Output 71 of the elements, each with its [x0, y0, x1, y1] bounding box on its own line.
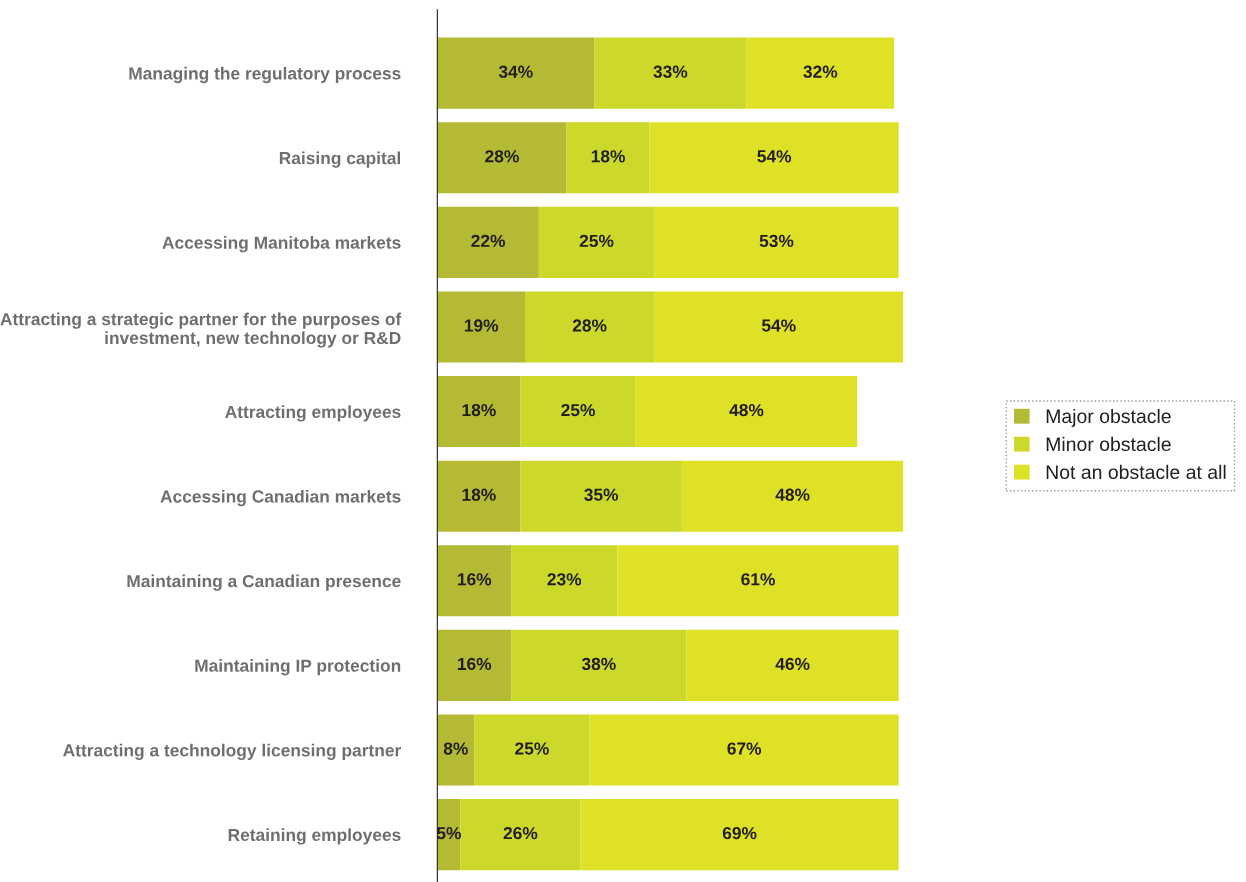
bar: [437, 714, 475, 786]
data-label: 35%: [584, 488, 619, 501]
bar: [437, 376, 521, 448]
data-label: 33%: [653, 65, 688, 78]
data-label: 69%: [722, 826, 757, 840]
data-label: 46%: [775, 657, 810, 671]
bar: [437, 545, 512, 617]
data-label: 28%: [572, 319, 607, 332]
legend-label: Minor obstacle: [1046, 436, 1171, 452]
data-label: 61%: [741, 573, 775, 586]
bar: [566, 122, 650, 194]
bar: [538, 206, 655, 278]
data-label: 18%: [591, 150, 625, 163]
y-tick-label: Attracting a strategic partner for the purposes of investment, new technology or R&D: [0, 312, 402, 348]
data-label: 32%: [803, 65, 838, 78]
bar: [474, 714, 590, 786]
bar: [654, 291, 904, 363]
y-tick-label: Retaining employees: [228, 828, 401, 845]
data-label: 38%: [581, 657, 616, 671]
data-label: 25%: [579, 234, 614, 248]
bar: [511, 545, 618, 617]
bar: [594, 37, 747, 109]
data-label: 16%: [457, 573, 492, 586]
legend-label: Not an obstacle at all: [1046, 464, 1226, 480]
y-tick-label: Maintaining a Canadian presence: [127, 574, 401, 591]
data-label: 16%: [457, 657, 492, 671]
data-label: 28%: [485, 150, 519, 163]
bar: [460, 799, 581, 871]
data-label: 54%: [761, 319, 796, 332]
bar: [681, 460, 904, 532]
bar: [437, 122, 567, 194]
data-label: 67%: [727, 742, 762, 755]
y-tick-label: Attracting employees: [225, 405, 401, 422]
bar: [520, 460, 682, 532]
data-label: 18%: [462, 403, 496, 417]
data-label: 19%: [464, 319, 499, 332]
data-label: 22%: [471, 234, 506, 247]
bar: [520, 376, 636, 448]
data-label: 48%: [729, 403, 764, 417]
bar: [580, 799, 899, 871]
bar: [511, 629, 687, 701]
bar: [437, 460, 521, 532]
y-tick-label: Managing the regulatory process: [129, 66, 401, 84]
bar: [525, 291, 655, 363]
data-label: 23%: [547, 573, 582, 586]
data-label: 25%: [515, 742, 549, 755]
data-label: 8%: [443, 742, 468, 755]
y-tick-label: Attracting a technology licensing partner: [63, 743, 401, 760]
bar: [649, 122, 899, 194]
y-tick-label: Maintaining IP protection: [195, 659, 401, 676]
y-tick-label: Accessing Manitoba markets: [162, 236, 401, 253]
bar: [654, 206, 899, 278]
bar: [617, 545, 899, 617]
bar: [589, 714, 899, 786]
bar: [635, 376, 858, 448]
bar: [437, 206, 539, 278]
data-label: 18%: [462, 488, 496, 501]
bar: [746, 37, 895, 109]
data-label: 54%: [757, 150, 792, 163]
bar: [686, 629, 899, 701]
bar: [437, 37, 595, 109]
bar: [437, 629, 512, 701]
y-tick-label: Raising capital: [279, 151, 401, 168]
data-label: 34%: [498, 65, 533, 78]
y-tick-label: Accessing Canadian markets: [160, 489, 401, 507]
bar: [437, 291, 526, 363]
legend-label: Major obstacle: [1046, 408, 1171, 428]
data-label: 26%: [503, 826, 538, 840]
data-label: 53%: [759, 234, 794, 248]
data-label: 48%: [775, 488, 810, 501]
data-label: 25%: [561, 403, 595, 417]
